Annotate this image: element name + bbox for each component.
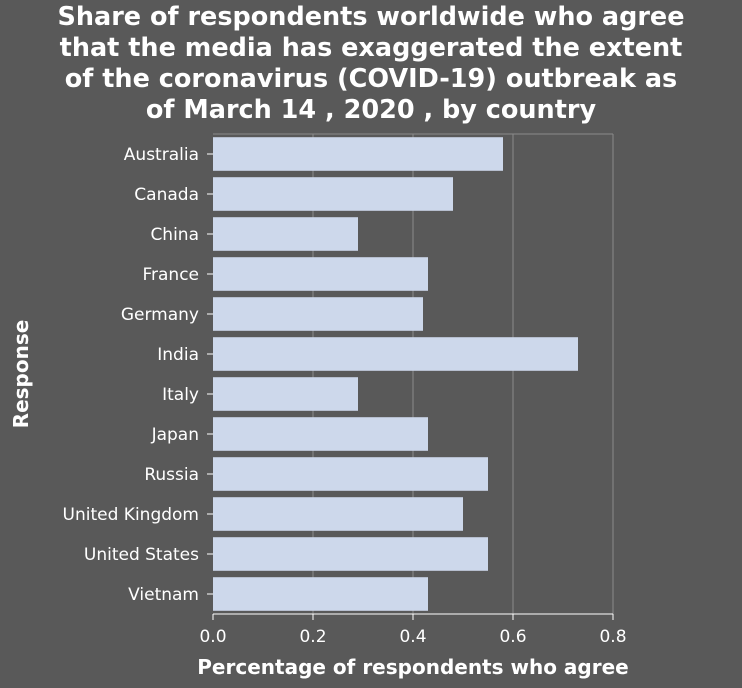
y-tick-label: Italy — [162, 385, 199, 405]
grid-lines — [213, 133, 614, 614]
x-tick-label: 0.6 — [499, 627, 526, 647]
bar — [213, 297, 423, 331]
bar — [213, 257, 428, 291]
bar — [213, 537, 488, 571]
y-tick-label: United States — [84, 545, 199, 565]
bars — [213, 137, 578, 611]
axes: Australia Canada China France Germany India It… — [63, 145, 627, 647]
y-tick-label: United Kingdom — [63, 505, 199, 525]
bar — [213, 137, 503, 171]
y-tick-label: Japan — [151, 425, 199, 445]
y-tick-label: Vietnam — [128, 585, 199, 605]
y-tick-label: Canada — [134, 185, 199, 205]
x-tick-label: 0.8 — [599, 627, 626, 647]
y-tick-label: Australia — [124, 145, 199, 165]
bar — [213, 377, 358, 411]
bar — [213, 457, 488, 491]
bar — [213, 497, 463, 531]
x-tick-label: 0.0 — [199, 627, 226, 647]
y-tick-label: China — [150, 225, 199, 245]
y-tick-label: France — [142, 265, 199, 285]
y-tick-label: Russia — [144, 465, 199, 485]
y-tick-label: India — [157, 345, 199, 365]
x-axis-title: Percentage of respondents who agree — [197, 655, 628, 679]
y-axis-title: Response — [9, 320, 33, 429]
x-tick-label: 0.2 — [299, 627, 326, 647]
bar — [213, 337, 578, 371]
bar — [213, 417, 428, 451]
x-tick-label: 0.4 — [399, 627, 426, 647]
bar — [213, 217, 358, 251]
y-tick-label: Germany — [121, 305, 199, 325]
bar — [213, 177, 453, 211]
chart-title: Share of respondents worldwide who agree… — [57, 2, 685, 125]
bar — [213, 577, 428, 611]
